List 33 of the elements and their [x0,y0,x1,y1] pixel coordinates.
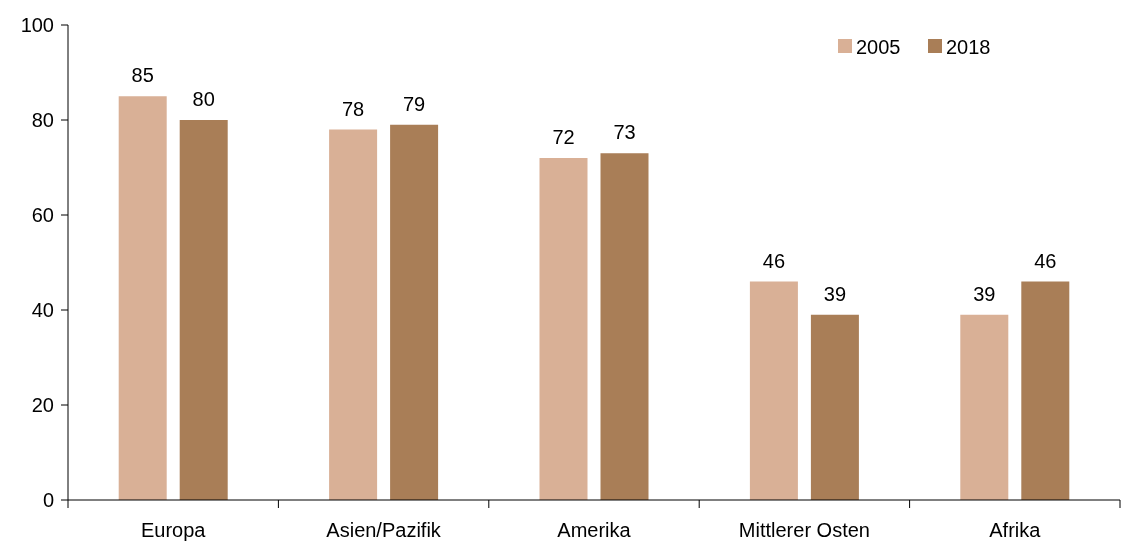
y-tick-label: 0 [42,489,54,511]
data-label: 39 [973,282,996,305]
bar [179,120,228,500]
data-label: 85 [131,64,154,87]
data-label: 39 [823,282,847,305]
x-tick-label: Mittlerer Osten [738,519,870,541]
data-label: 80 [192,88,215,110]
bar [329,129,378,500]
legend-label: 2018 [946,36,991,58]
data-label: 78 [341,97,365,120]
y-tick-label: 80 [31,109,54,131]
legend-label: 2005 [856,36,901,58]
bar [600,153,649,500]
y-tick-label: 40 [31,299,54,321]
y-tick-label: 20 [31,394,54,416]
bar [960,314,1009,500]
data-label: 46 [762,249,786,272]
bar [118,96,167,500]
bar [539,158,588,500]
bar [390,124,439,500]
x-tick-label: Asien/Pazifik [326,519,442,541]
x-tick-label: Amerika [557,519,632,541]
data-label: 79 [402,92,426,115]
data-label: 72 [552,126,575,148]
x-tick-label: Europa [140,519,207,541]
data-label: 73 [613,121,636,144]
y-tick-label: 60 [31,204,54,226]
bar [1021,281,1070,500]
data-label: 46 [1034,249,1057,272]
x-tick-label: Afrika [989,519,1042,541]
bar [810,314,859,500]
y-tick-label: 100 [20,14,54,36]
bar [749,281,798,500]
